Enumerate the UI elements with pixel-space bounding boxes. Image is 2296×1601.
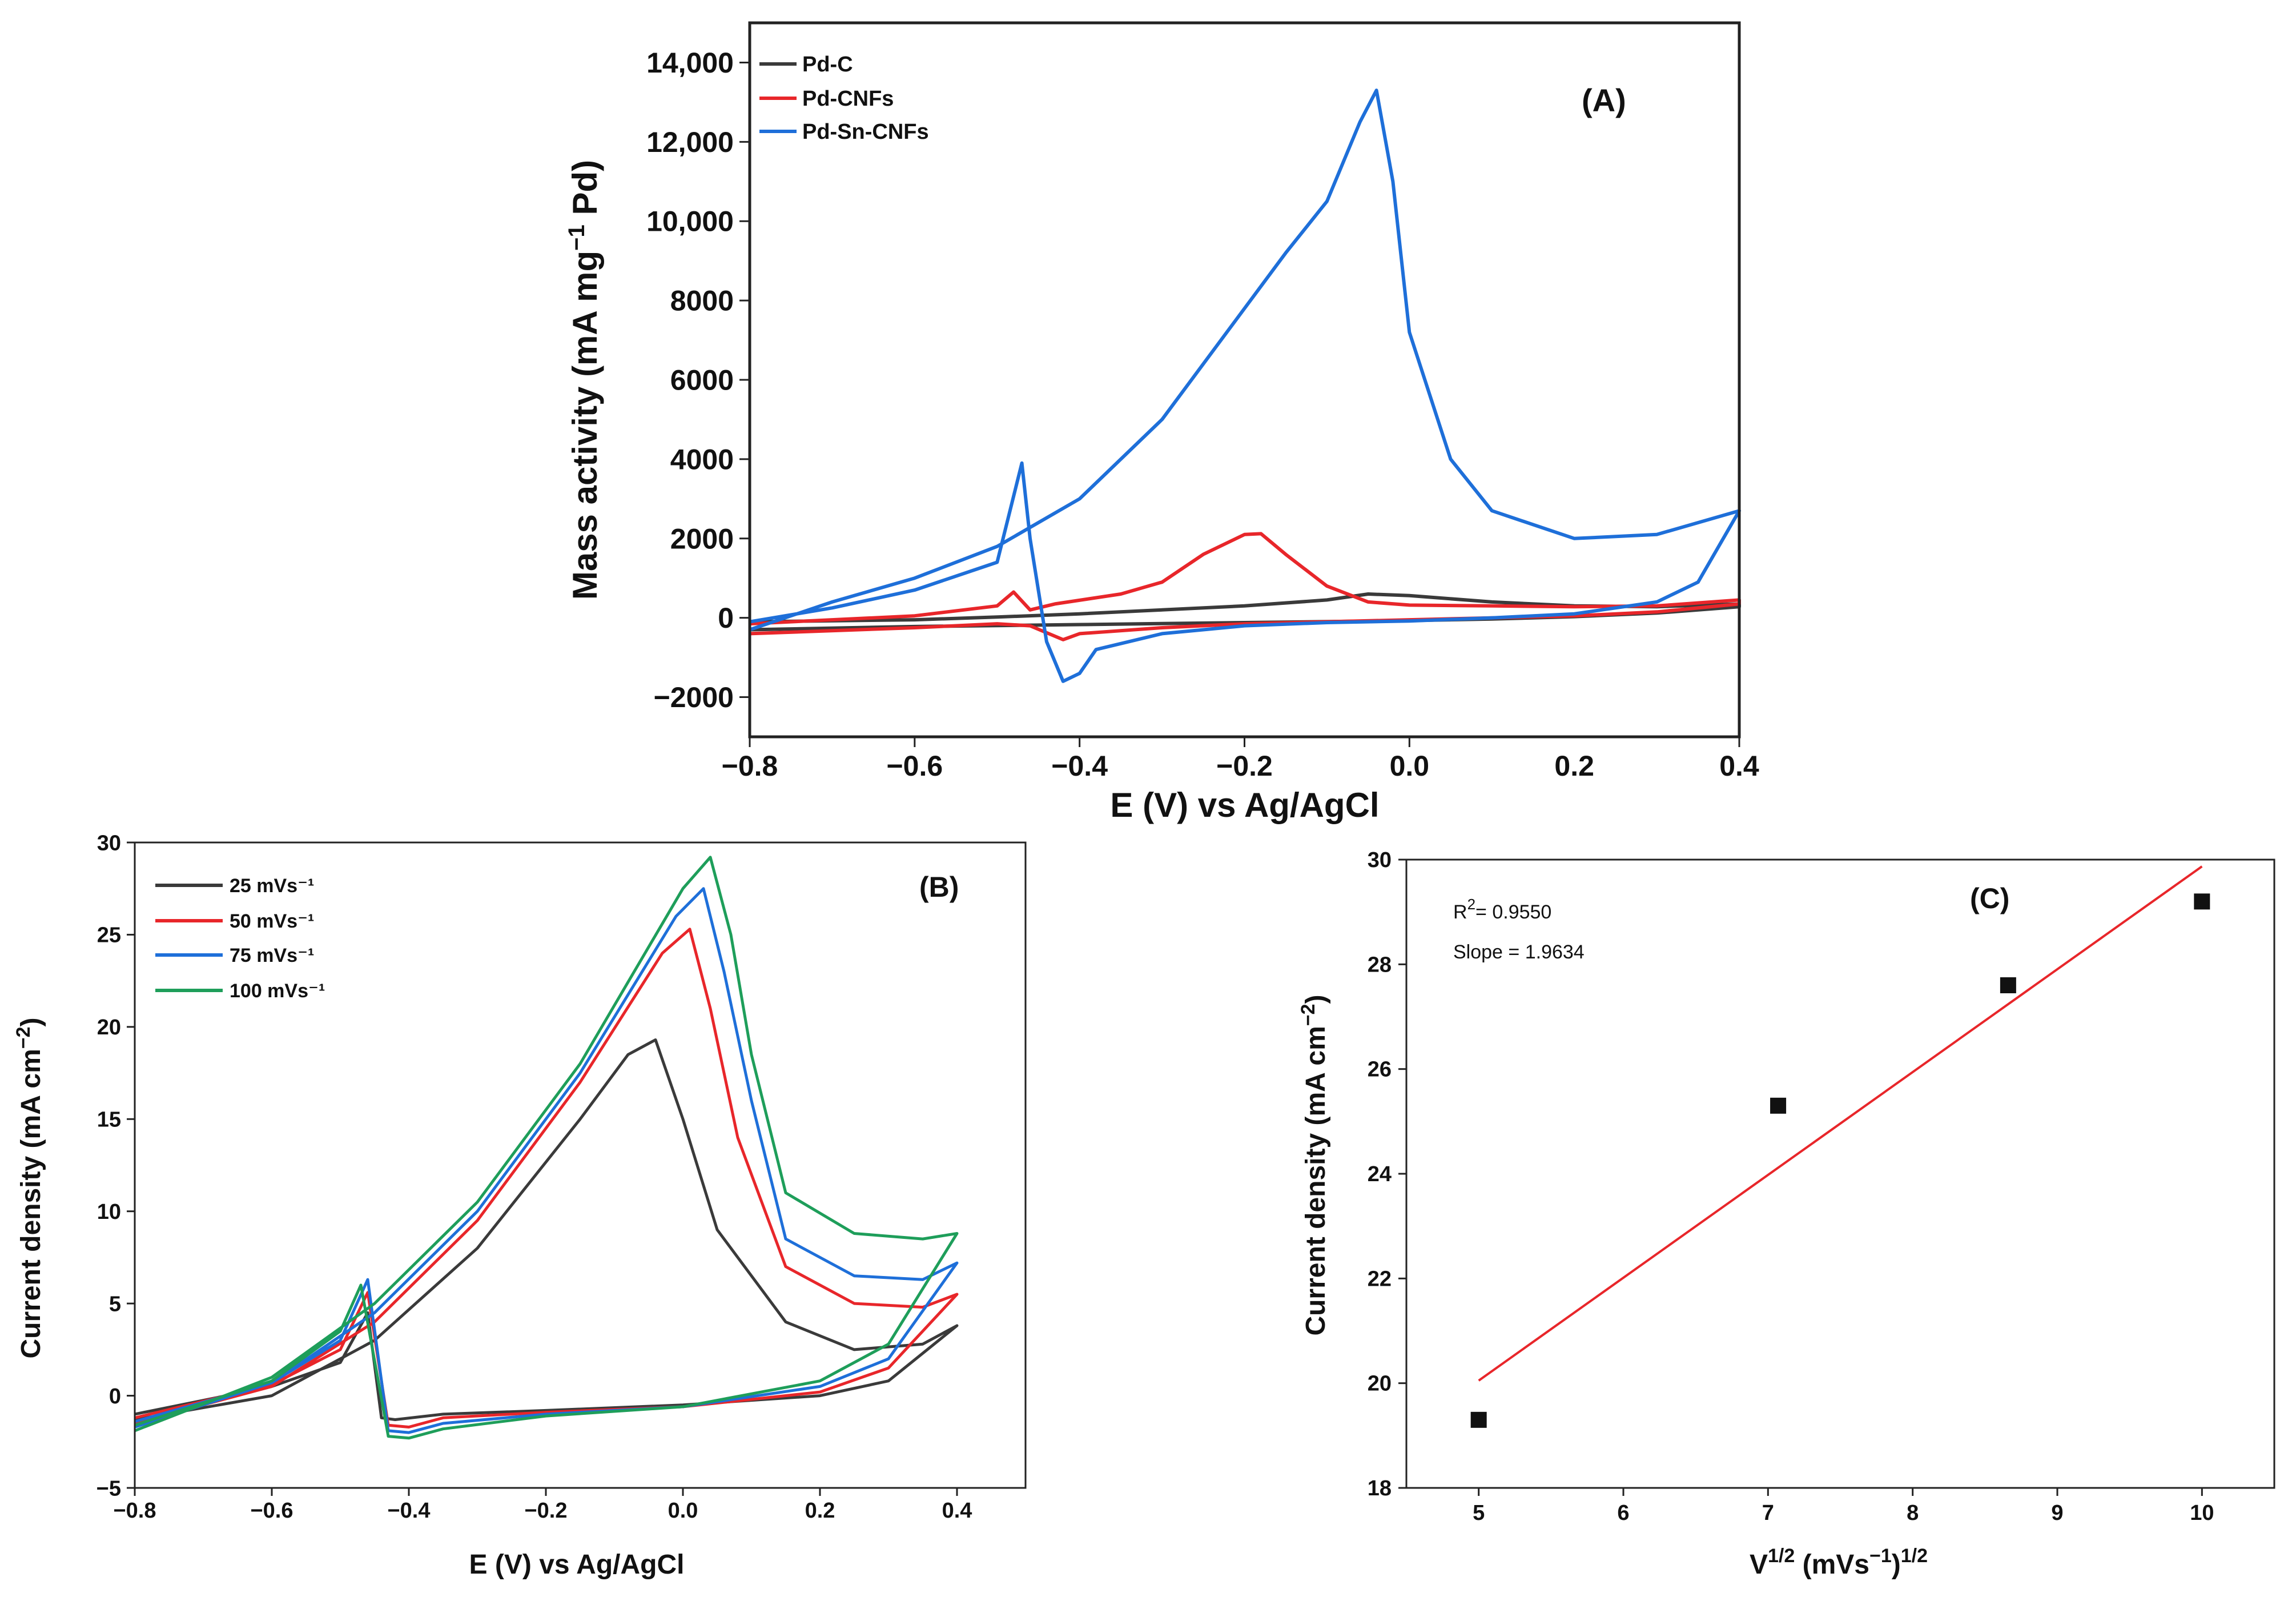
panel-a-ticks: −0.8 −0.6 −0.4 −0.2 0.0 0.4 0.2 −2000 0 2000 4000 6… (646, 47, 1759, 782)
y-tick-label: 6000 (670, 364, 734, 396)
y-tick-label: 14,000 (646, 47, 734, 79)
legend-label-pd-cnfs: Pd-CNFs (802, 87, 894, 111)
y-tick-label: 20 (1368, 1372, 1392, 1396)
panel-c-r2-value: = 0.9550 (1475, 901, 1551, 923)
series-75-mvs (134, 887, 959, 1434)
panel-b-xlabel: E (V) vs Ag/AgCl (469, 1550, 685, 1580)
y-tick-label: 18 (1368, 1476, 1392, 1500)
panel-b-ylabel: Current density (mA cm−2) (13, 1017, 46, 1358)
x-tick-label: 6 (1617, 1501, 1629, 1525)
panel-c-xlabel: V1/2 (mVs−1)1/2 (1750, 1545, 1928, 1580)
panel-c-r2-prefix: R (1453, 901, 1467, 923)
y-tick-label: −2000 (654, 681, 734, 713)
y-tick-label: 2000 (670, 523, 734, 555)
y-tick-label: 8000 (670, 285, 734, 317)
y-tick-label: 24 (1368, 1162, 1392, 1186)
series-25-mvs (134, 1038, 959, 1421)
legend-label-50: 50 mVs⁻¹ (230, 910, 314, 932)
panel-c-ylabel: Current density (mA cm−2) (1297, 994, 1331, 1335)
panel-b-label: (B) (919, 871, 959, 903)
panel-b-frame (134, 841, 1027, 1489)
x-tick-label: 0.0 (668, 1499, 698, 1523)
panel-c: 5 6 7 8 9 10 18 20 22 24 26 28 30 V1/2 (mVs−1)1/2 Cu… (1297, 848, 2275, 1580)
y-tick-label: 5 (109, 1292, 121, 1316)
y-tick-label: 12,000 (646, 126, 734, 158)
panel-b-legend: 25 mVs⁻¹ 50 mVs⁻¹ 75 mVs⁻¹ 100 mVs⁻¹ (155, 875, 325, 1002)
x-tick-label: −0.8 (722, 750, 778, 782)
panel-b-series (134, 856, 959, 1440)
y-tick-label: 25 (97, 924, 121, 948)
y-tick-label: 22 (1368, 1267, 1392, 1291)
x-tick-label: 0.4 (1719, 750, 1759, 782)
legend-label-100: 100 mVs⁻¹ (230, 980, 325, 1002)
panel-a: −0.8 −0.6 −0.4 −0.2 0.0 0.4 0.2 −2000 0 2000 4000 6… (564, 21, 1759, 824)
x-tick-label: 0.2 (805, 1499, 835, 1523)
panel-a-label: (A) (1582, 82, 1626, 118)
panel-c-fit (1478, 865, 2203, 1382)
y-tick-label: 10 (97, 1200, 121, 1224)
y-tick-label: 4000 (670, 443, 734, 475)
legend-label-25: 25 mVs⁻¹ (230, 875, 314, 897)
panel-c-slope: Slope = 1.9634 (1453, 941, 1585, 963)
data-point (2000, 977, 2016, 993)
y-tick-label: 30 (97, 831, 121, 855)
panel-c-label: (C) (1970, 882, 2009, 914)
data-point (2194, 893, 2210, 910)
panel-a-legend: Pd-C Pd-CNFs Pd-Sn-CNFs (759, 53, 929, 144)
x-tick-label: 0.0 (1390, 750, 1430, 782)
x-tick-label: 0.2 (1554, 750, 1594, 782)
legend-label-pd-sn-cnfs: Pd-Sn-CNFs (802, 120, 929, 144)
panel-c-points (1470, 893, 2210, 1428)
x-tick-label: −0.8 (113, 1499, 156, 1523)
panel-c-r2-sup: 2 (1467, 896, 1475, 913)
y-tick-label: 10,000 (646, 206, 734, 238)
x-tick-label: −0.6 (886, 750, 943, 782)
legend-label-pd-c: Pd-C (802, 53, 853, 77)
y-tick-label: −5 (96, 1476, 121, 1500)
y-tick-label: 30 (1368, 848, 1392, 872)
series-100-mvs (134, 856, 959, 1440)
y-tick-label: 20 (97, 1016, 121, 1040)
series-pd-cnfs (749, 532, 1741, 641)
panel-a-series (749, 89, 1741, 683)
panel-b: −0.8 −0.6 −0.4 −0.2 0.0 0.2 0.4−5051015202530 … (13, 831, 1027, 1580)
series-pd-sn-cnfs (749, 89, 1741, 683)
y-tick-label: 28 (1368, 953, 1392, 977)
x-tick-label: −0.6 (250, 1499, 293, 1523)
legend-label-75: 75 mVs⁻¹ (230, 945, 314, 966)
x-tick-label: −0.4 (1051, 750, 1108, 782)
data-point (1470, 1411, 1487, 1428)
x-tick-label: 9 (2051, 1501, 2063, 1525)
x-tick-label: 0.4 (942, 1499, 972, 1523)
x-tick-label: −0.4 (387, 1499, 430, 1523)
panel-b-ticks: −0.8 −0.6 −0.4 −0.2 0.0 0.2 0.4 −5 0 5 10 15 20 25 30 (96, 831, 972, 1523)
panel-a-xlabel: E (V) vs Ag/AgCl (1110, 786, 1379, 824)
y-tick-label: 15 (97, 1108, 121, 1132)
fit-line (1478, 865, 2203, 1382)
x-tick-label: 10 (2190, 1501, 2214, 1525)
panel-c-ticks: 5 6 7 8 9 10 18 20 22 24 26 28 30 (1368, 848, 2214, 1525)
y-tick-label: 26 (1368, 1058, 1392, 1082)
panel-c-r2: R2= 0.9550 (1453, 896, 1551, 923)
x-tick-label: −0.2 (524, 1499, 567, 1523)
x-tick-label: 8 (1907, 1501, 1919, 1525)
x-tick-label: 5 (1473, 1501, 1485, 1525)
y-tick-label: 0 (109, 1385, 121, 1409)
data-point (1770, 1097, 1787, 1114)
x-tick-label: −0.2 (1216, 750, 1273, 782)
y-tick-label: 0 (718, 602, 734, 634)
x-tick-label: 7 (1762, 1501, 1774, 1525)
